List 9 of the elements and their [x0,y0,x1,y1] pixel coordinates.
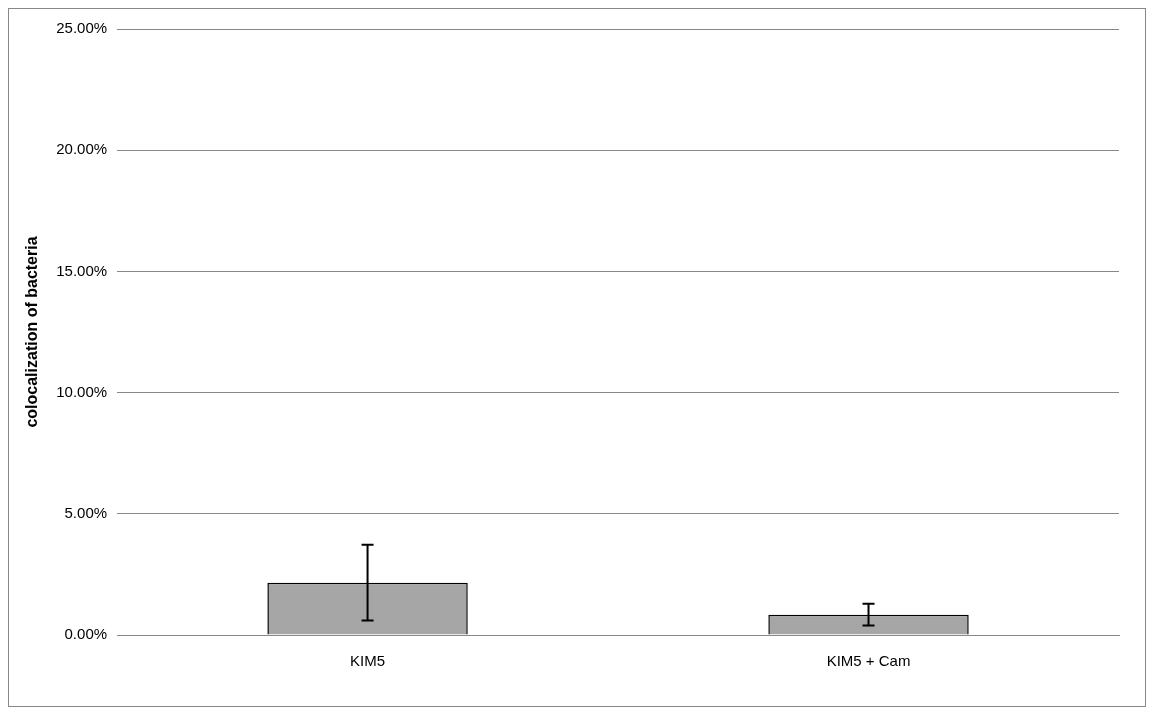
y-tick-label: 25.00% [56,19,108,37]
x-tick-label: KIM5 + Cam [826,652,911,670]
x-tick-label: KIM5 [350,652,386,670]
y-tick-label: 20.00% [56,140,108,158]
y-tick-label: 0.00% [64,625,108,643]
y-tick-label: 5.00% [64,503,108,521]
y-tick-label: 15.00% [56,261,108,279]
y-tick-label: 10.00% [56,382,108,400]
y-axis-title: colocalization of bacteria [23,236,41,428]
